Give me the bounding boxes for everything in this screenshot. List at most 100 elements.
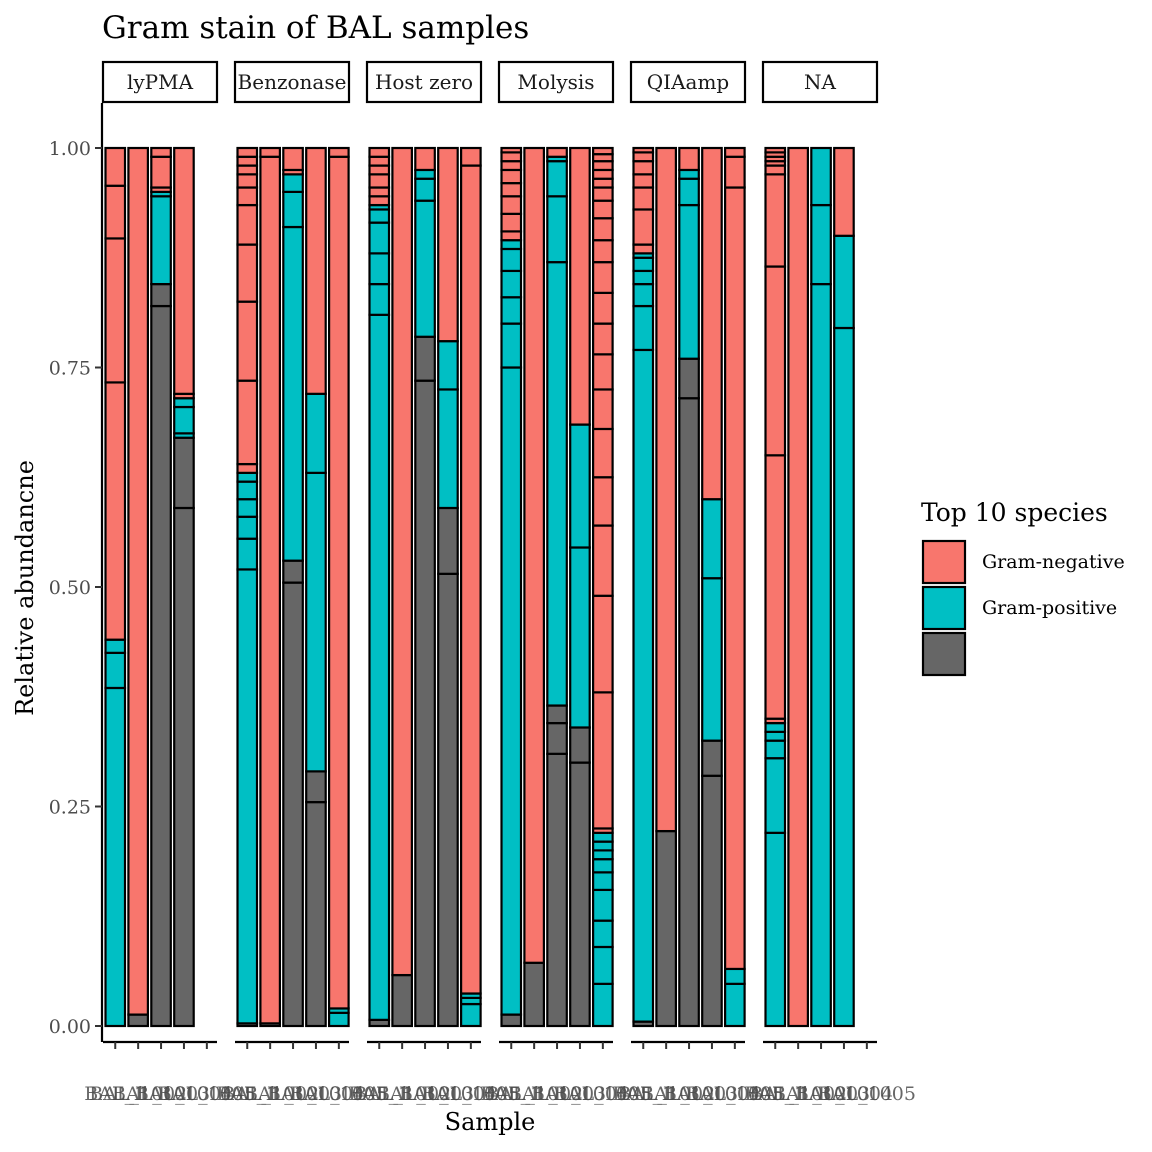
legend: Top 10 species Gram-negative Gram-positiv… <box>921 498 1125 677</box>
bar-segment <box>282 581 304 1028</box>
x-tick-label: BAL_1 <box>480 1083 542 1105</box>
x-tick-label: BAL_1 <box>84 1083 146 1105</box>
bar-segment <box>500 151 523 163</box>
bar-segment <box>282 225 304 562</box>
facet-panel: Molysis <box>497 60 615 1028</box>
bar-segment <box>632 282 655 308</box>
bar-segment <box>701 146 723 501</box>
bar-segment <box>701 774 723 1028</box>
bar-segment <box>368 282 391 316</box>
bar-segment <box>500 239 523 251</box>
bar-segment <box>678 146 700 172</box>
bar-segment <box>591 849 614 861</box>
bar <box>655 146 678 1028</box>
bar-segment <box>500 195 523 215</box>
bar-segment <box>678 177 700 207</box>
x-tick-label: BAL_1005 <box>686 1083 784 1105</box>
bar-segment <box>368 313 391 1021</box>
bar-segment <box>236 462 259 474</box>
y-tick-label: 0.25 <box>49 797 91 819</box>
bar-segment <box>701 739 723 777</box>
y-tick-label: 0.50 <box>49 577 91 599</box>
x-tick-label: BAL_1004 <box>663 1083 761 1105</box>
bar-segment <box>500 1013 523 1028</box>
bar-segment <box>150 282 172 308</box>
x-tick-label: BAL_1005 <box>554 1083 652 1105</box>
x-tick-label: BAL_1004 <box>795 1083 893 1105</box>
bar-segment <box>259 146 281 158</box>
bar-segment <box>591 261 614 294</box>
bar-segment <box>150 304 172 1028</box>
bar-segment <box>173 146 195 395</box>
bar-segment <box>723 186 746 971</box>
bar <box>259 146 281 1028</box>
y-tick-label: 0.75 <box>49 358 91 380</box>
x-tick-label: BAL_1003 <box>376 1083 474 1105</box>
y-axis: 0.00 0.25 0.50 0.75 1.00 <box>49 103 104 1042</box>
bar-segment <box>104 686 127 1028</box>
bar-segment <box>500 269 523 299</box>
facet-label: lyPMA <box>127 70 194 94</box>
bar-segment <box>328 146 350 158</box>
legend-key <box>921 585 967 631</box>
x-tick-label: BAL_1004 <box>531 1083 629 1105</box>
bar-segment <box>150 195 172 286</box>
facet-strip <box>101 60 219 104</box>
bar-segment <box>632 160 655 176</box>
bar-segment <box>236 203 259 246</box>
bar-segment <box>678 397 700 1028</box>
bar-segment <box>591 186 614 202</box>
bar-segment <box>414 335 436 382</box>
bar-segment <box>104 237 127 384</box>
bar-segment <box>460 164 482 995</box>
legend-key <box>921 631 967 677</box>
facet-label: Molysis <box>517 70 594 94</box>
y-axis-title: Relative abundancne <box>11 460 39 716</box>
bar-segment <box>701 577 723 742</box>
bar-segment <box>569 423 591 549</box>
facet-strip <box>629 60 747 104</box>
bar-segment <box>236 515 259 540</box>
bar-segment <box>282 559 304 584</box>
facet-panel: NA <box>761 60 879 1028</box>
bar-segment <box>500 146 523 154</box>
bar-segment <box>173 436 195 510</box>
bar-segment <box>569 546 591 729</box>
bar-segment <box>764 146 787 154</box>
bar-segment <box>328 155 350 1010</box>
bar-segment <box>368 208 391 224</box>
x-axis-title: Sample <box>445 1108 536 1136</box>
bar-segment <box>591 239 614 264</box>
bar-segment <box>236 173 259 189</box>
facet-label: QIAamp <box>647 70 729 94</box>
x-tick-label: BAL_1004 <box>399 1083 497 1105</box>
bar-segment <box>546 704 568 725</box>
bar-segment <box>391 973 413 1028</box>
bar-segment <box>150 155 172 189</box>
legend-key <box>921 539 967 585</box>
bar-segment <box>150 146 172 158</box>
bar-segment <box>810 146 832 207</box>
bar-segment <box>591 524 614 597</box>
bar <box>500 146 523 1028</box>
legend-label: Gram-positive <box>982 597 1117 619</box>
bar-segment <box>104 146 127 187</box>
bar <box>104 146 127 1028</box>
bar-segment <box>368 221 391 255</box>
x-tick-label: BAL_1003 <box>244 1083 342 1105</box>
bar-segment <box>591 427 614 479</box>
bar-segment <box>569 146 591 426</box>
bar <box>414 146 436 1028</box>
bar-segment <box>632 269 655 286</box>
bar-segment <box>546 261 568 707</box>
bar-segment <box>282 173 304 193</box>
x-tick-label: BAL_1002 <box>221 1083 319 1105</box>
bar <box>810 146 832 1028</box>
bar <box>236 146 259 1028</box>
bar-segment <box>104 381 127 641</box>
bar-segment <box>632 256 655 273</box>
bar-segment <box>591 871 614 892</box>
bar-segment <box>632 151 655 163</box>
x-tick-label: BAL_1005 <box>422 1083 520 1105</box>
facet-panel: lyPMA <box>101 60 219 1028</box>
